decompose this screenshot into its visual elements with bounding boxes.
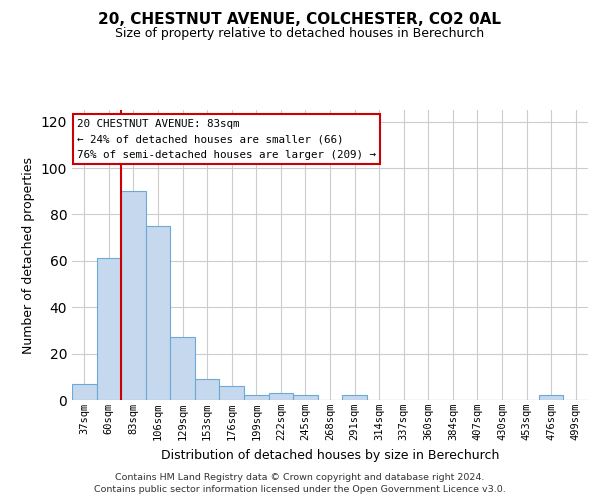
- Bar: [121, 191, 146, 400]
- X-axis label: Distribution of detached houses by size in Berechurch: Distribution of detached houses by size …: [161, 448, 499, 462]
- Text: Contains HM Land Registry data © Crown copyright and database right 2024.: Contains HM Land Registry data © Crown c…: [115, 472, 485, 482]
- Bar: [539, 396, 563, 400]
- Text: Size of property relative to detached houses in Berechurch: Size of property relative to detached ho…: [115, 28, 485, 40]
- Bar: [195, 379, 220, 400]
- Bar: [72, 384, 97, 400]
- Text: 20 CHESTNUT AVENUE: 83sqm
← 24% of detached houses are smaller (66)
76% of semi-: 20 CHESTNUT AVENUE: 83sqm ← 24% of detac…: [77, 118, 376, 160]
- Text: 20, CHESTNUT AVENUE, COLCHESTER, CO2 0AL: 20, CHESTNUT AVENUE, COLCHESTER, CO2 0AL: [98, 12, 502, 28]
- Bar: [220, 386, 244, 400]
- Bar: [293, 396, 318, 400]
- Bar: [97, 258, 121, 400]
- Y-axis label: Number of detached properties: Number of detached properties: [22, 156, 35, 354]
- Bar: [170, 338, 195, 400]
- Bar: [244, 396, 269, 400]
- Bar: [146, 226, 170, 400]
- Bar: [269, 393, 293, 400]
- Bar: [342, 396, 367, 400]
- Text: Contains public sector information licensed under the Open Government Licence v3: Contains public sector information licen…: [94, 485, 506, 494]
